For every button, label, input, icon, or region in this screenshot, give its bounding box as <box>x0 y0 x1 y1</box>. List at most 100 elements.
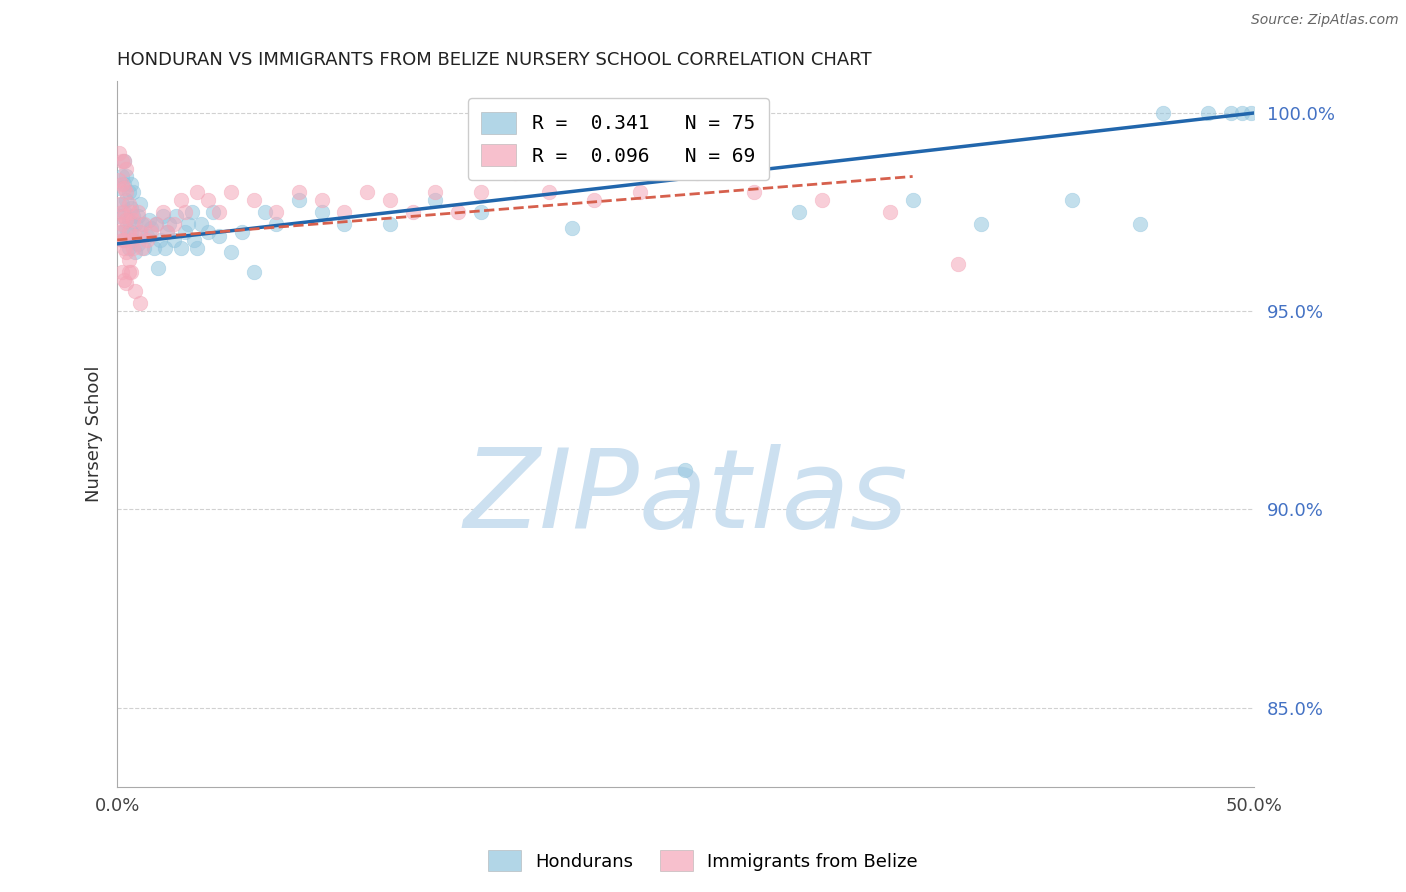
Point <box>537 186 560 200</box>
Point <box>124 228 146 243</box>
Point <box>134 241 156 255</box>
Point <box>152 209 174 223</box>
Point <box>111 178 134 192</box>
Point <box>112 272 135 286</box>
Point <box>115 221 138 235</box>
Point <box>117 252 139 267</box>
Point <box>112 153 135 168</box>
Point <box>186 241 208 255</box>
Text: Source: ZipAtlas.com: Source: ZipAtlas.com <box>1251 13 1399 28</box>
Y-axis label: Nursery School: Nursery School <box>86 366 103 502</box>
Point <box>686 165 709 179</box>
Point <box>190 217 212 231</box>
Point <box>219 244 242 259</box>
Point <box>1219 106 1241 120</box>
Point <box>165 209 187 223</box>
Point <box>152 205 174 219</box>
Point <box>124 217 146 231</box>
Point <box>145 217 167 231</box>
Point <box>197 193 219 207</box>
Point <box>124 244 146 259</box>
Point <box>129 197 152 211</box>
Point <box>115 193 138 207</box>
Point <box>117 241 139 255</box>
Point <box>1240 106 1263 120</box>
Point <box>145 217 167 231</box>
Point <box>122 209 145 223</box>
Point <box>131 241 153 255</box>
Point <box>141 225 163 239</box>
Point <box>122 233 145 247</box>
Point <box>134 217 156 231</box>
Legend: R =  0.341   N = 75, R =  0.096   N = 69: R = 0.341 N = 75, R = 0.096 N = 69 <box>468 98 769 180</box>
Point <box>108 209 131 223</box>
Point <box>170 241 193 255</box>
Point <box>111 217 134 231</box>
Point <box>810 193 832 207</box>
Point <box>112 153 135 168</box>
Point <box>120 205 142 219</box>
Point <box>112 209 135 223</box>
Point <box>117 225 139 239</box>
Point <box>135 228 157 243</box>
Point <box>378 193 401 207</box>
Point <box>115 244 138 259</box>
Point <box>583 193 606 207</box>
Point <box>111 264 134 278</box>
Point <box>447 205 470 219</box>
Point <box>153 241 176 255</box>
Point <box>112 241 135 255</box>
Point <box>1232 106 1254 120</box>
Point <box>333 217 356 231</box>
Point <box>242 264 264 278</box>
Point <box>122 213 145 227</box>
Point <box>628 186 651 200</box>
Point <box>127 205 149 219</box>
Point <box>242 193 264 207</box>
Point <box>112 233 135 247</box>
Point <box>129 225 152 239</box>
Point <box>117 264 139 278</box>
Point <box>111 225 134 239</box>
Point <box>112 233 135 247</box>
Point <box>117 197 139 211</box>
Point <box>120 201 142 215</box>
Point <box>138 213 160 227</box>
Point <box>425 193 447 207</box>
Point <box>1060 193 1083 207</box>
Point <box>181 205 204 219</box>
Point <box>108 181 131 195</box>
Point <box>129 225 152 239</box>
Point <box>208 205 231 219</box>
Point <box>201 205 224 219</box>
Point <box>120 225 142 239</box>
Point <box>117 186 139 200</box>
Point <box>115 213 138 227</box>
Point <box>111 153 134 168</box>
Point <box>115 169 138 184</box>
Point <box>425 186 447 200</box>
Point <box>112 181 135 195</box>
Point <box>174 225 197 239</box>
Point <box>946 257 969 271</box>
Point <box>174 205 197 219</box>
Point <box>378 217 401 231</box>
Point <box>356 186 378 200</box>
Point <box>253 205 276 219</box>
Point <box>122 241 145 255</box>
Point <box>787 205 810 219</box>
Point <box>115 186 138 200</box>
Point <box>219 186 242 200</box>
Legend: Hondurans, Immigrants from Belize: Hondurans, Immigrants from Belize <box>481 843 925 879</box>
Point <box>127 236 149 251</box>
Point <box>111 205 134 219</box>
Point <box>1197 106 1219 120</box>
Point <box>129 296 152 310</box>
Point <box>141 221 163 235</box>
Point <box>111 169 134 184</box>
Text: ZIPatlas: ZIPatlas <box>463 444 908 551</box>
Point <box>108 197 131 211</box>
Point <box>127 209 149 223</box>
Point <box>1152 106 1174 120</box>
Point <box>111 233 134 247</box>
